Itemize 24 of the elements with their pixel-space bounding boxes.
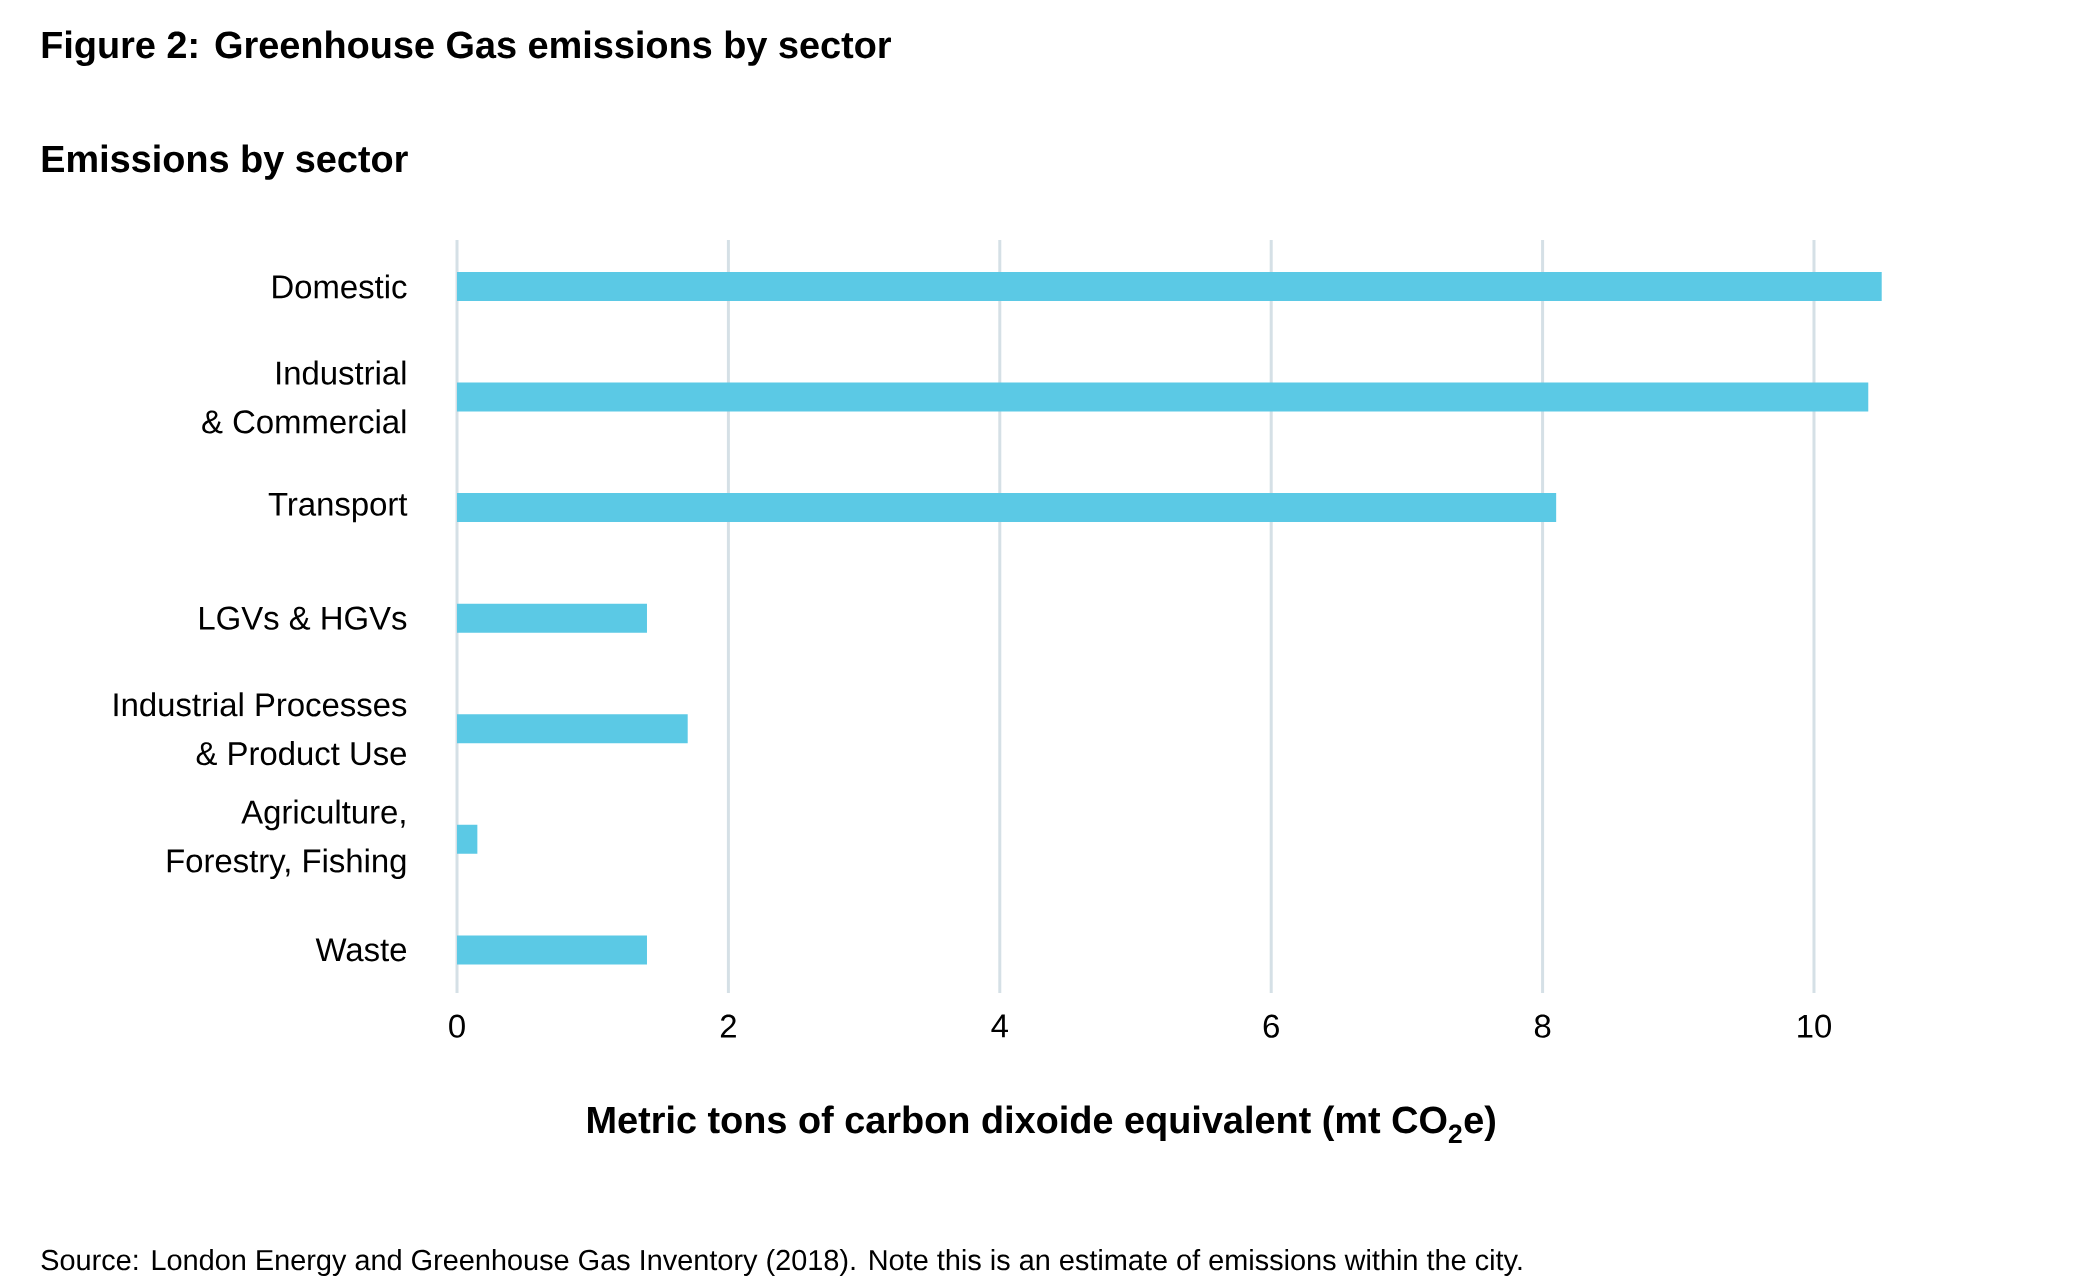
x-tick-label: 0 (449, 1014, 465, 1038)
y-tick-label: Agriculture, Forestry, Fishing (167, 799, 406, 880)
chart-title: Figure 2: Greenhouse Gas emissions by sector (42, 30, 891, 67)
bar (457, 935, 647, 965)
y-tick-label: Industrial & Commercial (202, 360, 406, 434)
x-tick-label: 10 (1798, 1014, 1831, 1038)
bar (457, 603, 647, 633)
y-tick-label: Transport (268, 492, 408, 523)
bar (457, 714, 688, 744)
x-axis-title: Metric tons of carbon dixoide equivalent (mt CO$_{2}$e) (588, 1105, 1495, 1144)
chart-subtitle: Emissions by sector (42, 144, 408, 180)
bar (457, 382, 1869, 412)
bar (457, 271, 1882, 301)
y-tick-label: LGVs & HGVs (200, 606, 407, 630)
y-tick-label: Industrial Processes & Product Use (114, 692, 407, 766)
bar (457, 493, 1557, 523)
x-tick-label: 2 (720, 1014, 736, 1038)
y-tick-label: Waste (315, 938, 407, 962)
x-tick-label: 4 (991, 1014, 1008, 1038)
bar (457, 824, 478, 854)
x-tick-label: 8 (1534, 1014, 1551, 1038)
y-tick-label: Domestic (273, 274, 407, 299)
x-tick-label: 6 (1263, 1014, 1279, 1038)
source-note: Source: London Energy and Greenhouse Gas Inventory (2018). Note this is an estimate of emissions within the city. (41, 1249, 1522, 1277)
